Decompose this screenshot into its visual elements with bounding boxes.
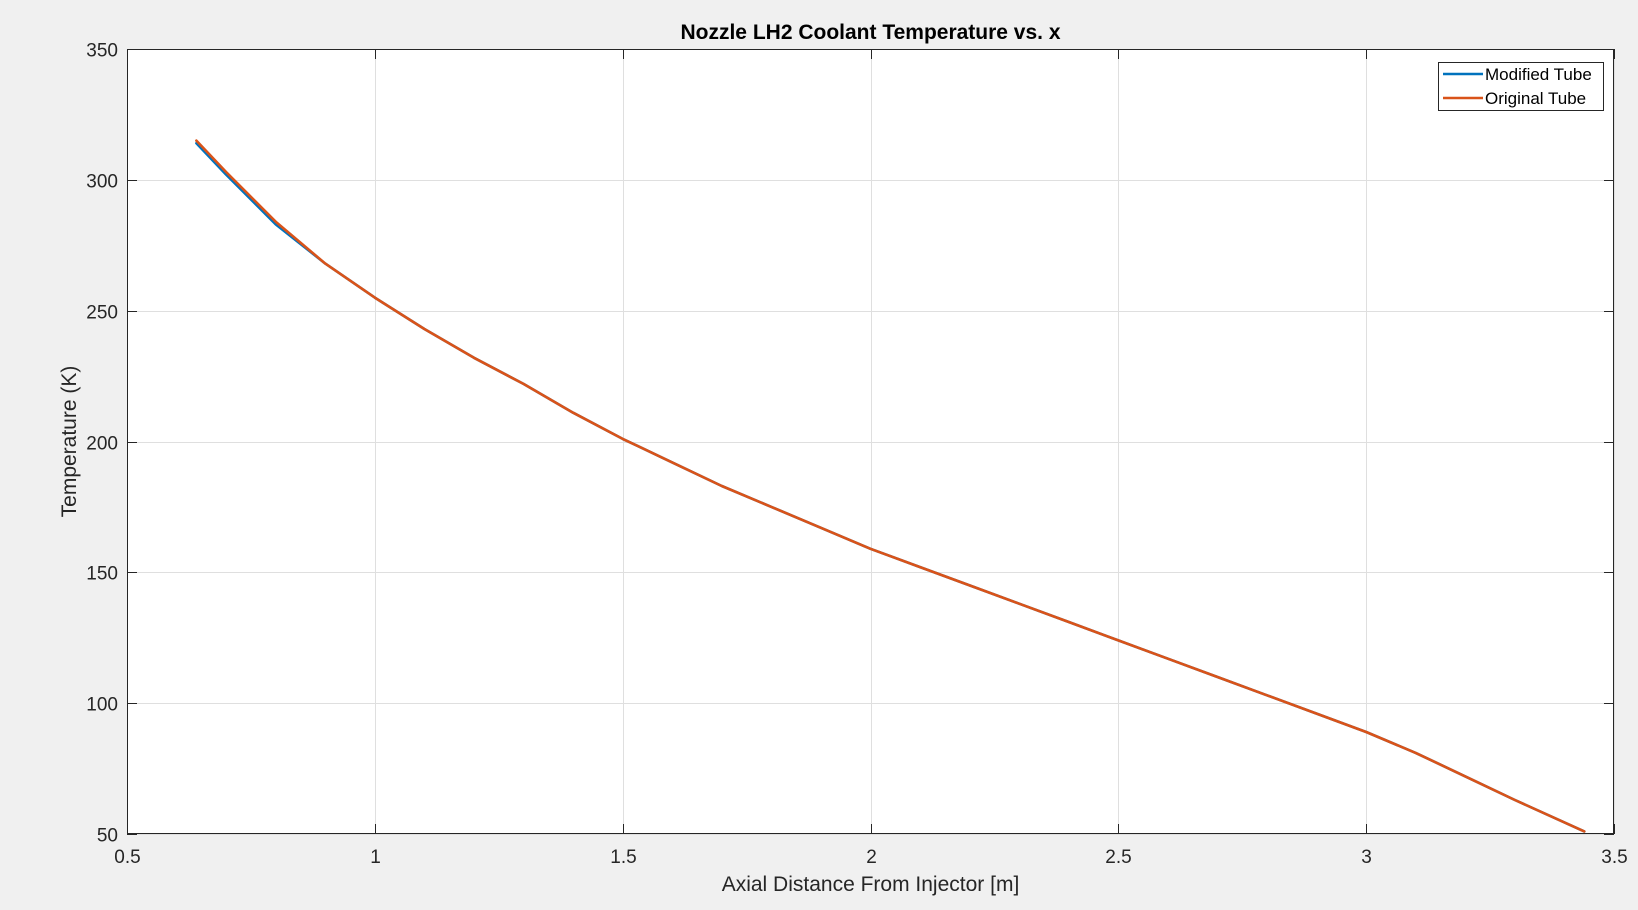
series-layer <box>195 139 1586 833</box>
x-axis-label: Axial Distance From Injector [m] <box>722 873 1020 896</box>
x-tick-label: 0.5 <box>114 847 140 868</box>
plot-area <box>127 49 1614 834</box>
legend: Modified Tube Original Tube <box>1438 62 1604 111</box>
x-tick-label: 1.5 <box>610 847 636 868</box>
chart-title: Nozzle LH2 Coolant Temperature vs. x <box>680 21 1060 44</box>
plot-frame <box>127 49 1614 834</box>
legend-label-1: Modified Tube <box>1485 65 1592 84</box>
y-tick-label: 200 <box>86 434 118 455</box>
y-tick-label: 150 <box>86 564 118 585</box>
y-tick-label: 250 <box>86 303 118 324</box>
x-tick-label: 3 <box>1361 847 1372 868</box>
y-tick-label: 350 <box>86 41 118 62</box>
y-axis-label: Temperature (K) <box>58 366 81 518</box>
legend-label-2: Original Tube <box>1485 89 1586 108</box>
axis-ticks: 0.5 1 1.5 2 2.5 3 3.5 50 100 150 200 250 300 350 <box>86 41 1627 869</box>
x-tick-label: 2 <box>866 847 877 868</box>
y-tick-label: 50 <box>97 826 118 847</box>
series-line-2 <box>195 139 1586 833</box>
y-tick-label: 300 <box>86 172 118 193</box>
legend-box <box>1438 62 1604 111</box>
x-tick-label: 1 <box>370 847 381 868</box>
x-tick-label: 3.5 <box>1601 847 1627 868</box>
y-tick-label: 100 <box>86 695 118 716</box>
x-tick-label: 2.5 <box>1105 847 1131 868</box>
